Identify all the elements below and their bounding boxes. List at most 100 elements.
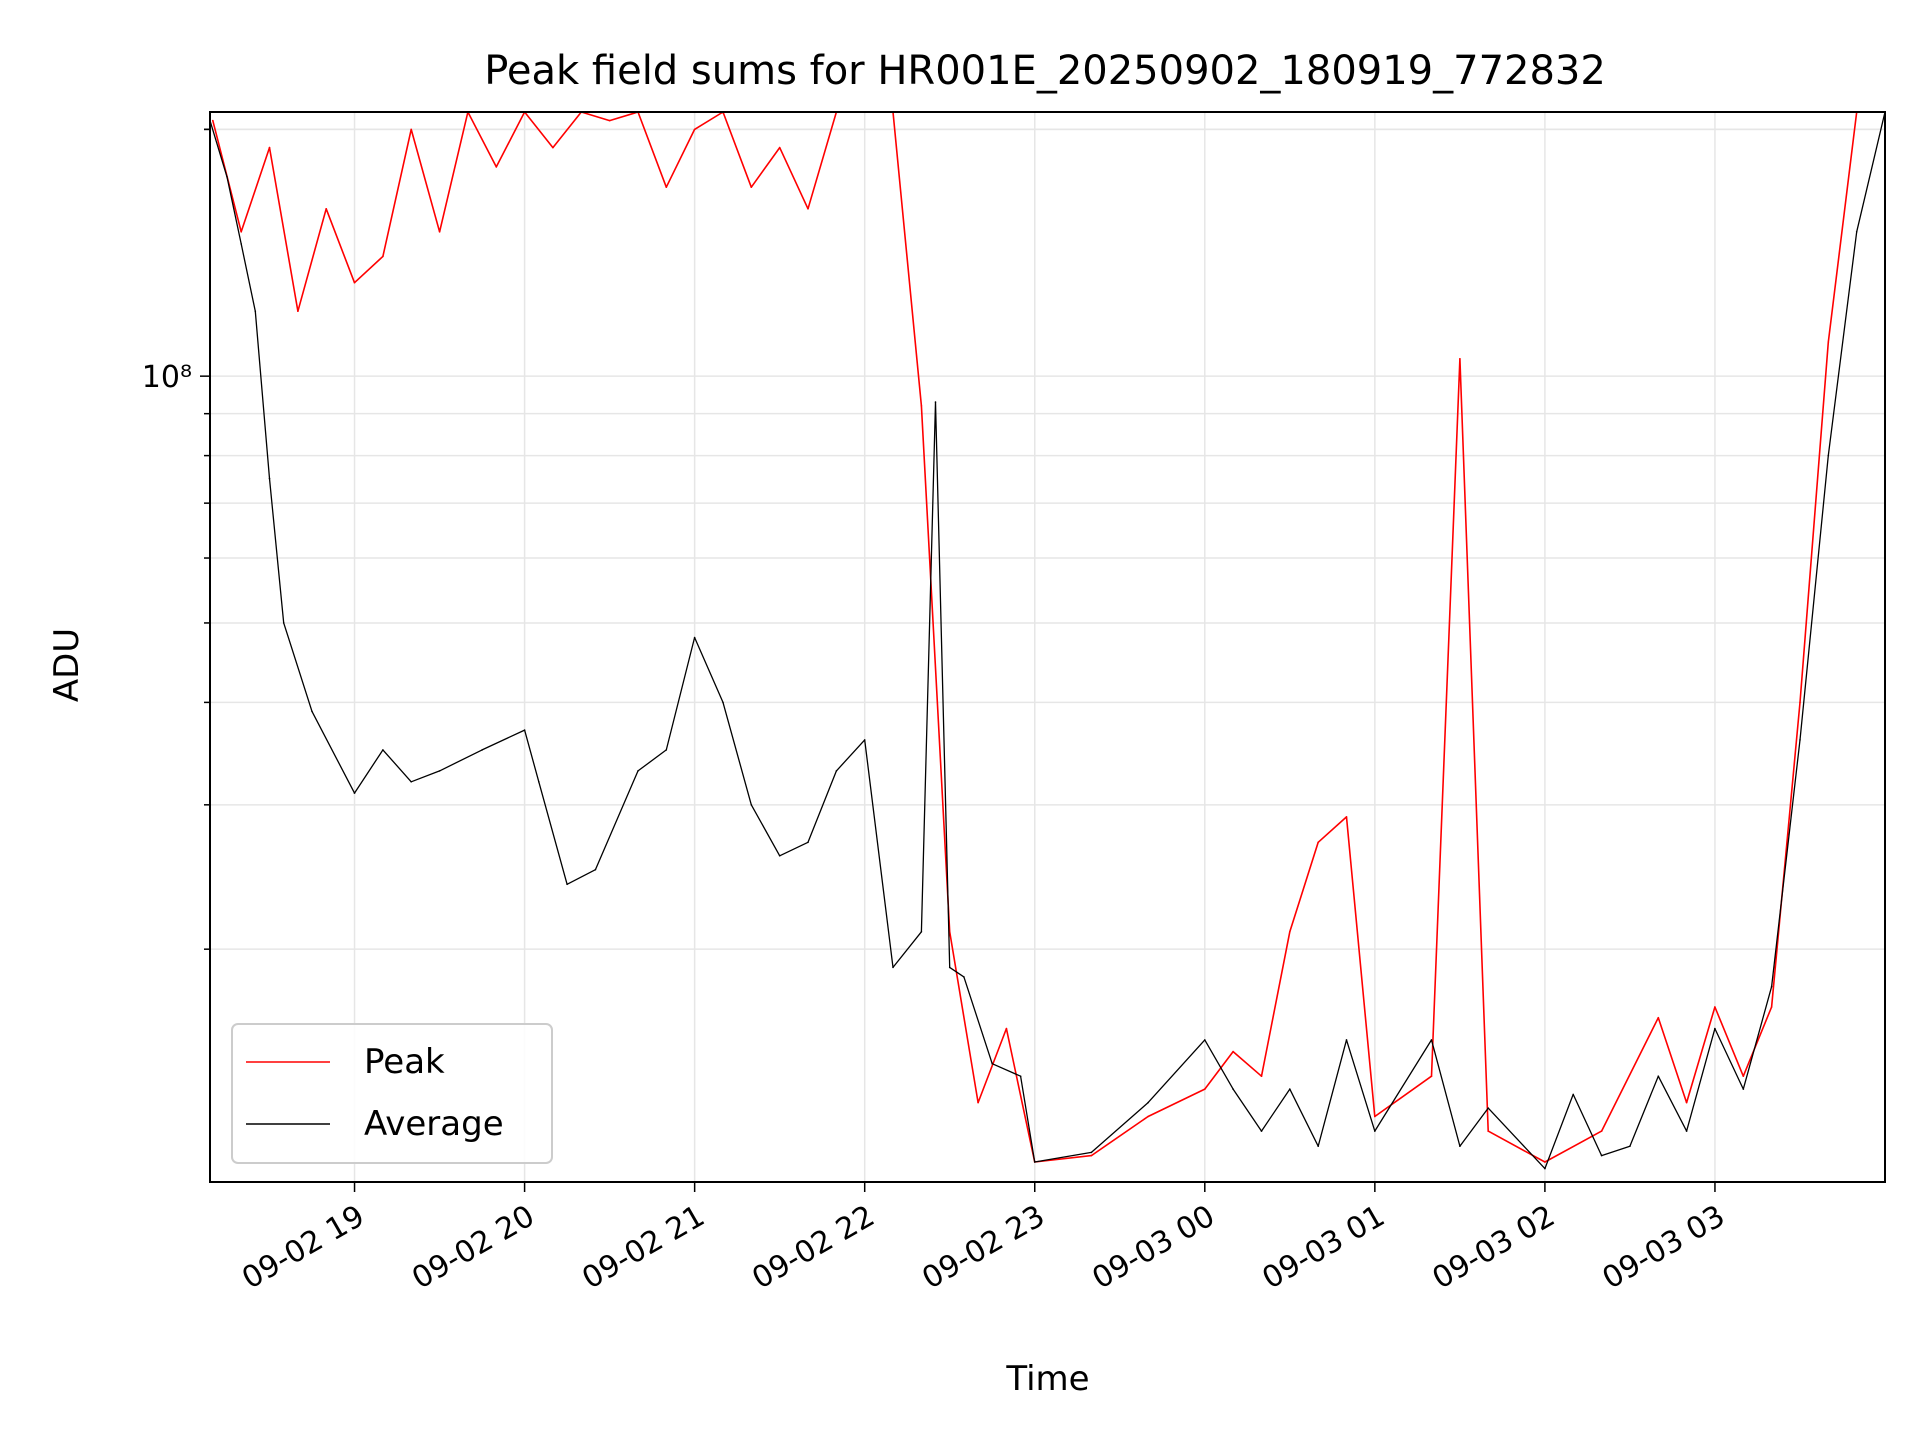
y-tick-label: 10⁸: [142, 360, 192, 395]
average-point: [1147, 1101, 1149, 1104]
legend-peak-label: Peak: [364, 1042, 445, 1082]
average-point: [1770, 985, 1773, 988]
average-point: [1600, 1154, 1603, 1157]
average-point: [750, 804, 753, 806]
average-point: [254, 310, 257, 313]
peak-point: [693, 128, 696, 131]
peak-point: [1289, 931, 1291, 933]
average-point: [1289, 1088, 1291, 1090]
peak-point: [1544, 1161, 1546, 1163]
average-point: [863, 739, 866, 741]
average-point: [1204, 1039, 1206, 1041]
average-point: [1317, 1145, 1319, 1147]
y-axis-ticks: 10⁸: [142, 128, 210, 950]
peak-point: [1005, 1027, 1008, 1030]
average-point: [1033, 1161, 1036, 1163]
peak-point: [1742, 1075, 1745, 1077]
average-point: [1430, 1039, 1433, 1041]
average-point: [637, 770, 639, 772]
peak-point: [353, 281, 356, 284]
peak-point: [1827, 341, 1830, 344]
peak-point: [410, 128, 413, 131]
peak-point: [1657, 1016, 1660, 1019]
chart-title: Peak field sums for HR001E_20250902_1809…: [484, 48, 1606, 94]
peak-point: [552, 146, 554, 149]
average-point: [693, 636, 696, 639]
peak-point: [665, 186, 668, 188]
peak-point: [382, 255, 384, 258]
average-point: [1090, 1151, 1093, 1154]
peak-point: [240, 231, 242, 233]
peak-point: [1799, 701, 1801, 704]
average-point: [1019, 1075, 1022, 1077]
average-point: [991, 1062, 993, 1065]
plot-frame: [209, 111, 1886, 1183]
peak-point: [1600, 1130, 1603, 1132]
peak-point: [438, 231, 441, 233]
average-point: [240, 243, 242, 245]
average-point: [722, 701, 724, 704]
average-line: [209, 111, 1886, 1170]
average-point: [594, 868, 597, 871]
average-point: [282, 622, 285, 624]
average-point: [1714, 1027, 1716, 1030]
average-point: [1855, 231, 1858, 233]
average-point: [353, 792, 356, 794]
peak-point: [1685, 1101, 1688, 1104]
peak-point: [1204, 1088, 1206, 1090]
peak-point: [977, 1101, 979, 1104]
average-point: [963, 976, 965, 978]
average-point: [778, 855, 781, 857]
legend: Peak Average: [231, 1023, 553, 1164]
peak-point: [325, 208, 328, 210]
average-point: [1260, 1130, 1263, 1132]
average-point: [1232, 1088, 1234, 1090]
peak-point: [920, 405, 923, 407]
peak-point: [1345, 816, 1348, 818]
peak-point: [1714, 1006, 1716, 1008]
average-point: [665, 749, 668, 751]
average-point: [268, 477, 271, 480]
average-point: [1572, 1093, 1574, 1096]
x-axis-label: Time: [1005, 1359, 1089, 1399]
grid: [210, 112, 1885, 1182]
average-point: [438, 770, 441, 772]
average-point: [538, 781, 540, 783]
peak-point: [1317, 841, 1319, 844]
peak-point: [1459, 358, 1461, 360]
legend-average-label: Average: [364, 1104, 504, 1144]
peak-point: [778, 146, 781, 149]
peak-point: [297, 310, 299, 313]
legend-box: [231, 1023, 553, 1164]
average-point: [948, 966, 951, 969]
average-point: [807, 841, 809, 844]
average-point: [1374, 1130, 1376, 1132]
peak-point: [608, 119, 611, 122]
average-point: [410, 781, 413, 783]
average-point: [566, 883, 568, 886]
peak-point: [1430, 1075, 1433, 1077]
average-point: [934, 401, 937, 403]
peak-point: [1090, 1154, 1093, 1157]
peak-point: [1770, 1006, 1773, 1008]
peak-point: [268, 146, 271, 149]
average-point: [920, 931, 923, 933]
average-series: [209, 111, 1886, 1170]
peak-point: [1260, 1075, 1263, 1077]
peak-point: [1487, 1130, 1489, 1132]
average-point: [1799, 739, 1801, 741]
average-point: [311, 710, 313, 713]
average-point: [1685, 1130, 1688, 1132]
average-point: [1345, 1039, 1348, 1041]
average-point: [1629, 1145, 1631, 1147]
peak-point: [212, 119, 214, 122]
peak-point: [750, 186, 753, 188]
average-point: [226, 176, 228, 178]
average-point: [1544, 1167, 1546, 1170]
peak-point: [495, 166, 498, 168]
peak-point: [1147, 1115, 1149, 1118]
y-axis-label: ADU: [47, 628, 87, 702]
peak-point: [1374, 1115, 1376, 1118]
